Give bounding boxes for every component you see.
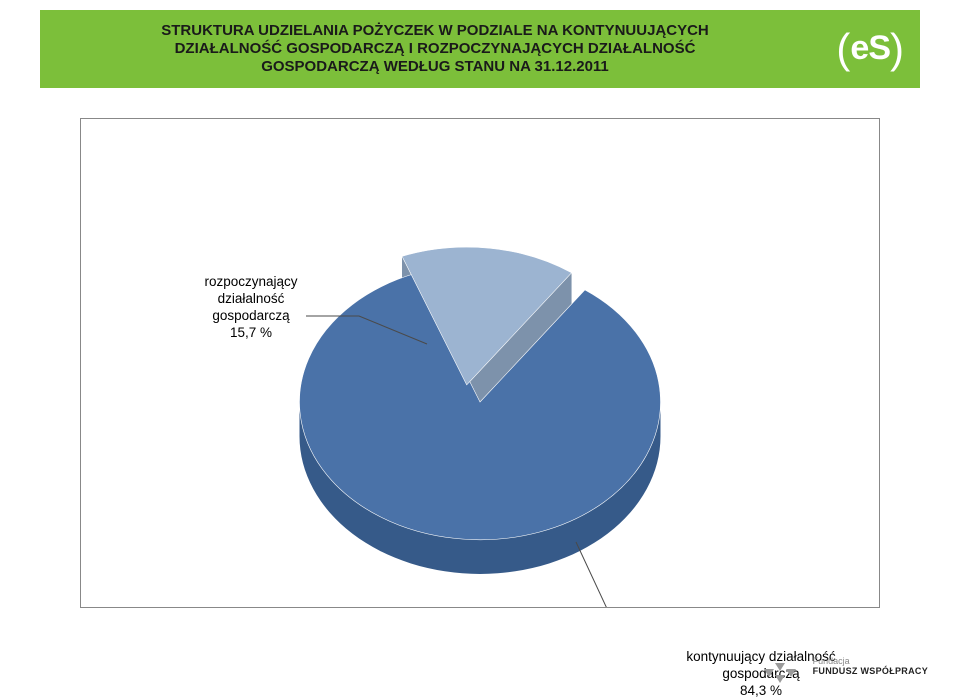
leader-lines — [81, 119, 879, 607]
footer-line1: Fundacja — [813, 656, 850, 666]
header-bar: STRUKTURA UDZIELANIA POŻYCZEK W PODZIALE… — [40, 10, 920, 88]
footer-text: Fundacja FUNDUSZ WSPÓŁPRACY — [813, 657, 928, 677]
header-line2: DZIAŁALNOŚĆ GOSPODARCZĄ I ROZPOCZYNAJĄCY… — [175, 40, 696, 57]
footer-line2: FUNDUSZ WSPÓŁPRACY — [813, 666, 928, 676]
es-logo: (eS) — [836, 23, 904, 75]
footer: Fundacja FUNDUSZ WSPÓŁPRACY — [762, 657, 928, 690]
chart-container: rozpoczynający działalność gospodarczą 1… — [80, 118, 880, 608]
header-line3: GOSPODARCZĄ WEDŁUG STANU NA 31.12.2011 — [261, 58, 609, 75]
header-title: STRUKTURA UDZIELANIA POŻYCZEK W PODZIALE… — [40, 18, 920, 80]
footer-logo-icon — [762, 657, 802, 685]
header-line1: STRUKTURA UDZIELANIA POŻYCZEK W PODZIALE… — [161, 22, 709, 39]
